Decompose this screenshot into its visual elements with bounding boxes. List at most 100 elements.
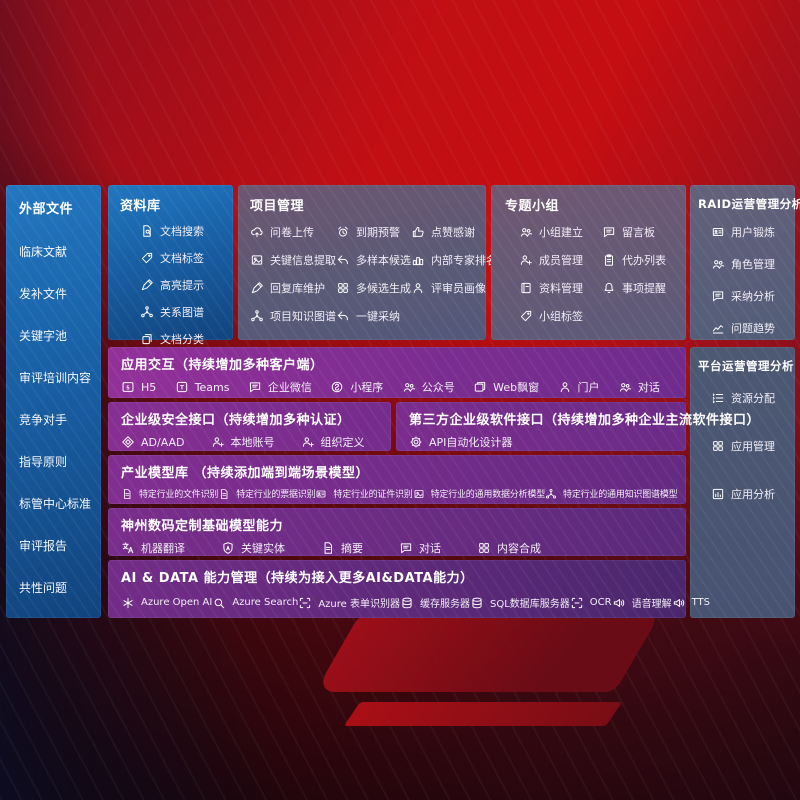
feature-item: 点赞感谢 — [411, 224, 497, 240]
feature-item: 企业微信 — [248, 379, 312, 395]
feature-item: 多样本候选 — [336, 252, 411, 268]
doc-search-icon — [140, 224, 154, 238]
bubble-icon — [399, 541, 413, 555]
bubble-icon — [248, 380, 262, 394]
raid-title: RAID运营管理分析 — [698, 197, 800, 211]
person-icon — [411, 281, 425, 295]
ad-icon — [121, 435, 135, 449]
feature-item: 角色管理 — [711, 256, 789, 272]
feature-item: 摘要 — [321, 540, 363, 556]
thumb-icon — [411, 225, 425, 239]
feature-item: 应用分析 — [711, 486, 789, 502]
list-icon — [711, 391, 725, 405]
feature-item: 留言板 — [602, 224, 666, 240]
thirdparty-title: 第三方企业级软件接口（持续增加多种企业主流软件接口） — [409, 413, 761, 428]
feature-item: 关键实体 — [221, 540, 285, 556]
people-icon — [402, 380, 416, 394]
person-add-icon — [211, 435, 225, 449]
feature-item: 成员管理 — [519, 252, 583, 268]
row-app-interaction: 应用交互（持续增加多种客户端） H5 Teams 企业微信 小程序 公众号 Web飘窗 门户… — [108, 347, 686, 398]
search-icon — [212, 596, 226, 610]
alarm-icon — [336, 225, 350, 239]
feature-item: 高亮提示 — [140, 277, 225, 293]
sound-icon — [672, 596, 686, 610]
sidebar-list: 临床文献 发补文件 关键字池 审评培训内容 竞争对手 指导原则 标管中心标准 审评报告 共性问题 — [19, 243, 91, 596]
row-ai-data-capability: AI & DATA 能力管理（持续为接入更多AI&DATA能力） Azure O… — [108, 560, 710, 618]
graph-icon — [250, 309, 264, 323]
platform-list: 资源分配 应用管理 应用分析 — [698, 390, 789, 502]
feature-item: 关键信息提取 — [250, 252, 336, 268]
feature-item: 公众号 — [402, 379, 455, 395]
feature-item: 项目知识图谱 — [250, 308, 336, 324]
security-title: 企业级安全接口（持续增加多种认证） — [121, 413, 351, 428]
feature-item: 多候选生成 — [336, 280, 411, 296]
feature-item: 门户 — [558, 379, 600, 395]
interaction-list: H5 Teams 企业微信 小程序 公众号 Web飘窗 门户 对话 — [121, 379, 674, 395]
feature-item: 本地账号 — [211, 434, 275, 450]
feature-item: 小组标签 — [519, 308, 583, 324]
person-add-icon — [519, 253, 533, 267]
sound-icon — [612, 596, 626, 610]
tag-icon — [519, 309, 533, 323]
feature-item: 文档搜索 — [140, 223, 225, 239]
feature-item: 特定行业的票据识别 — [218, 487, 316, 500]
feature-item: 语音理解 — [612, 595, 672, 610]
feature-item: 问卷上传 — [250, 224, 336, 240]
book-icon — [519, 281, 533, 295]
brackets-icon — [298, 596, 312, 610]
graph-icon — [545, 488, 557, 500]
graph-icon — [140, 305, 154, 319]
card-icon — [315, 488, 327, 500]
feature-item: 对话 — [399, 540, 441, 556]
webwin-icon — [473, 380, 487, 394]
sidebar-item: 标管中心标准 — [19, 497, 92, 511]
feature-item: 用户锻炼 — [711, 224, 789, 240]
feature-item: OCR — [570, 596, 612, 610]
image-icon — [250, 253, 264, 267]
feature-item: 文档标签 — [140, 250, 225, 266]
h5-icon — [121, 380, 135, 394]
feature-item: 采纳分析 — [711, 288, 789, 304]
feature-item: 特定行业的文件识别 — [121, 487, 218, 500]
background-red-bar — [343, 702, 623, 726]
cloud-up-icon — [250, 225, 264, 239]
feature-item: 内部专家排名 — [411, 252, 497, 268]
feature-item: AD/AAD — [121, 435, 185, 449]
sidebar-title: 外部文件 — [19, 202, 74, 217]
panel-topic-groups: 专题小组 小组建立 成员管理 资料管理 小组标签 留言板 代办列表 事项提醒 — [491, 185, 686, 340]
doc-icon — [218, 488, 230, 500]
gear-icon — [409, 435, 423, 449]
doc-icon — [121, 488, 133, 500]
bubble-icon — [602, 225, 616, 239]
feature-item: 小程序 — [330, 379, 383, 395]
person-add-icon — [301, 435, 315, 449]
aidata-list: Azure Open AI Azure Search Azure 表单识别器 缓存服务… — [121, 595, 710, 610]
reply-icon — [336, 253, 350, 267]
feature-item: API自动化设计器 — [409, 434, 512, 450]
feature-item: SQL数据库服务器 — [470, 595, 570, 610]
feature-item: 一键采纳 — [336, 308, 411, 324]
people-icon — [711, 257, 725, 271]
platform-title: 平台运营管理分析 — [698, 359, 794, 373]
row-industry-model-library: 产业模型库 （持续添加端到端场景模型） 特定行业的文件识别 特定行业的票据识别 特定… — [108, 455, 686, 504]
feature-item: 对话 — [618, 379, 660, 395]
feature-item: Web飘窗 — [473, 379, 539, 395]
tag-icon — [140, 251, 154, 265]
bubble-icon — [711, 289, 725, 303]
mini-icon — [330, 380, 344, 394]
copy-icon — [140, 332, 154, 346]
feature-item: 小组建立 — [519, 224, 583, 240]
feature-item: H5 — [121, 380, 156, 394]
people-icon — [519, 225, 533, 239]
pencil-icon — [140, 278, 154, 292]
feature-item: Azure Search — [212, 596, 298, 610]
row-custom-base-model: 神州数码定制基础模型能力 机器翻译 关键实体 摘要 对话 内容合成 — [108, 508, 686, 556]
teams-icon — [175, 380, 189, 394]
sidebar-item: 共性问题 — [19, 581, 68, 595]
feature-item: 机器翻译 — [121, 540, 185, 556]
repo-title: 资料库 — [120, 199, 161, 214]
feature-item: 事项提醒 — [602, 280, 666, 296]
sidebar-item: 指导原则 — [19, 455, 68, 469]
person-icon — [558, 380, 572, 394]
aidata-title: AI & DATA 能力管理（持续为接入更多AI&DATA能力） — [121, 571, 474, 586]
